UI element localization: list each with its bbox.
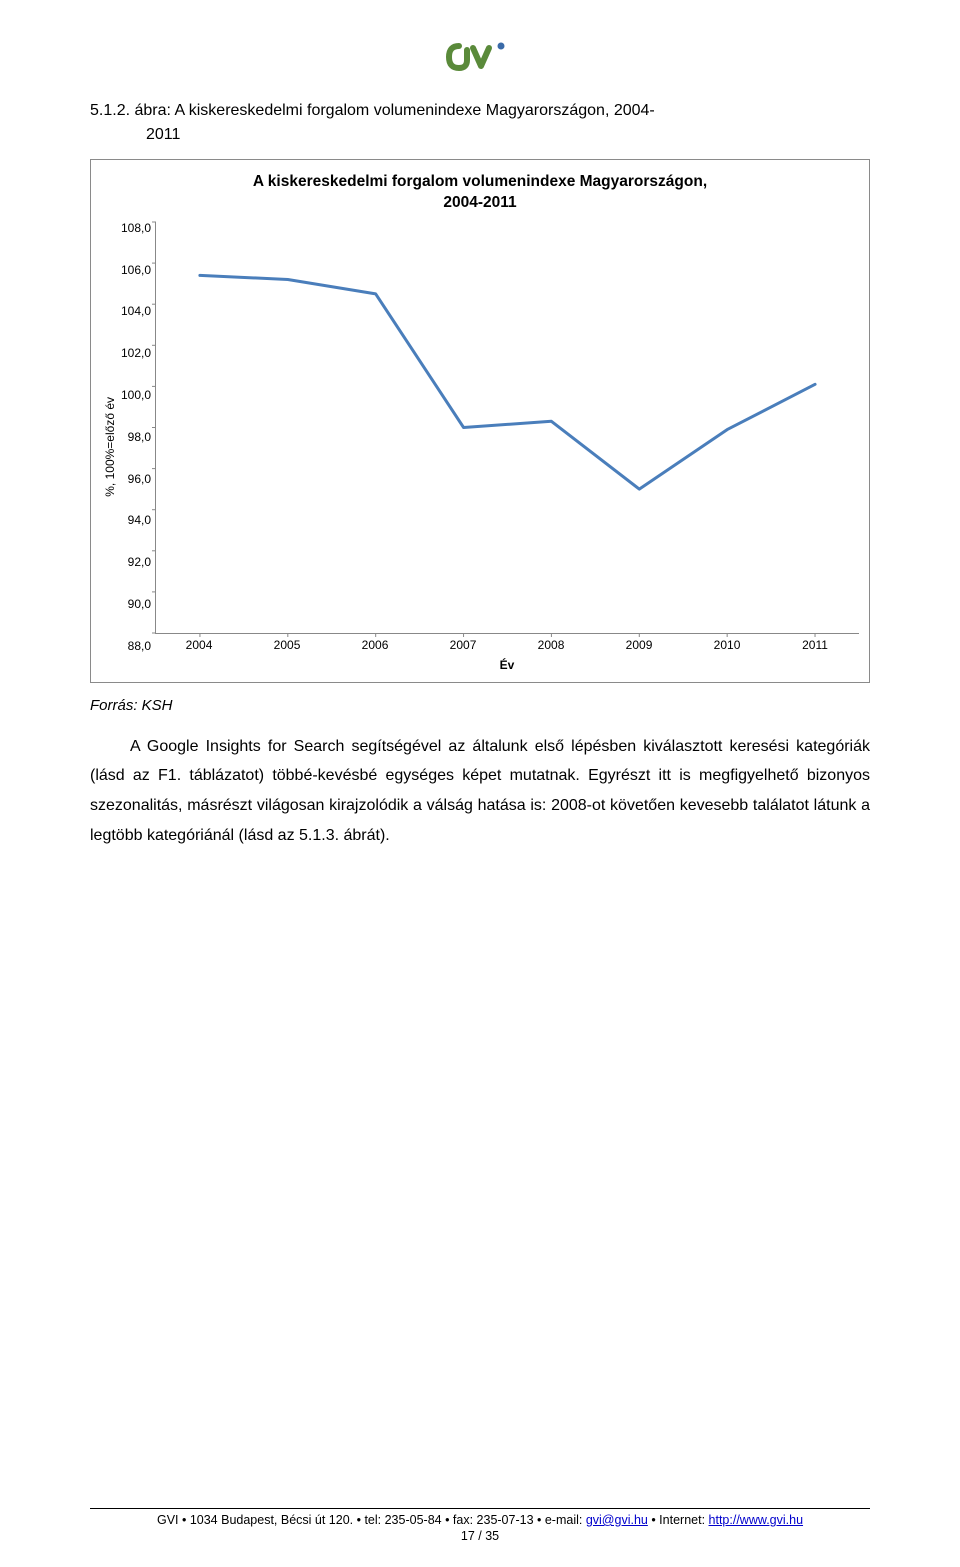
x-tick-label: 2008 (507, 638, 595, 652)
page-footer: GVI • 1034 Budapest, Bécsi út 120. • tel… (90, 1508, 870, 1543)
y-tick-label: 104,0 (121, 305, 151, 317)
y-tick-label: 88,0 (121, 640, 151, 652)
x-axis-label: Év (155, 652, 859, 672)
y-tick-label: 102,0 (121, 347, 151, 359)
source-label: Forrás: KSH (90, 697, 870, 714)
chart-title: A kiskereskedelmi forgalom volumenindexe… (101, 172, 859, 214)
y-tick-label: 90,0 (121, 598, 151, 610)
x-axis-ticks: 20042005200620072008200920102011 (155, 634, 859, 652)
chart-title-line-1: A kiskereskedelmi forgalom volumenindexe… (253, 173, 707, 190)
caption-line-1: 5.1.2. ábra: A kiskereskedelmi forgalom … (90, 102, 655, 119)
x-tick-label: 2010 (683, 638, 771, 652)
figure-caption: 5.1.2. ábra: A kiskereskedelmi forgalom … (90, 99, 870, 147)
chart-plot (155, 222, 859, 634)
x-tick-label: 2007 (419, 638, 507, 652)
x-tick-label: 2011 (771, 638, 859, 652)
logo (90, 40, 870, 79)
x-tick-label: 2004 (155, 638, 243, 652)
x-tick-label: 2005 (243, 638, 331, 652)
x-tick-label: 2009 (595, 638, 683, 652)
y-tick-label: 96,0 (121, 473, 151, 485)
x-tick-label: 2006 (331, 638, 419, 652)
y-tick-label: 108,0 (121, 222, 151, 234)
chart-area: %, 100%=előző év 108,0 106,0 104,0 102,0 100… (101, 222, 859, 672)
footer-email-link[interactable]: gvi@gvi.hu (586, 1513, 648, 1527)
page-number: 17 / 35 (90, 1529, 870, 1543)
y-axis-ticks: 108,0 106,0 104,0 102,0 100,0 98,0 96,0 94,0 92,… (119, 222, 155, 672)
y-tick-label: 100,0 (121, 389, 151, 401)
caption-line-2: 2011 (90, 126, 180, 143)
y-axis-label: %, 100%=előző év (101, 397, 119, 497)
chart-title-line-2: 2004-2011 (443, 194, 516, 211)
y-tick-label: 98,0 (121, 431, 151, 443)
footer-text-1: GVI • 1034 Budapest, Bécsi út 120. • tel… (157, 1513, 586, 1527)
chart-container: A kiskereskedelmi forgalom volumenindexe… (90, 159, 870, 683)
footer-text-2: • Internet: (648, 1513, 709, 1527)
footer-url-link[interactable]: http://www.gvi.hu (709, 1513, 804, 1527)
y-tick-label: 94,0 (121, 514, 151, 526)
body-paragraph: A Google Insights for Search segítségéve… (90, 732, 870, 850)
y-tick-label: 106,0 (121, 264, 151, 276)
y-tick-label: 92,0 (121, 556, 151, 568)
